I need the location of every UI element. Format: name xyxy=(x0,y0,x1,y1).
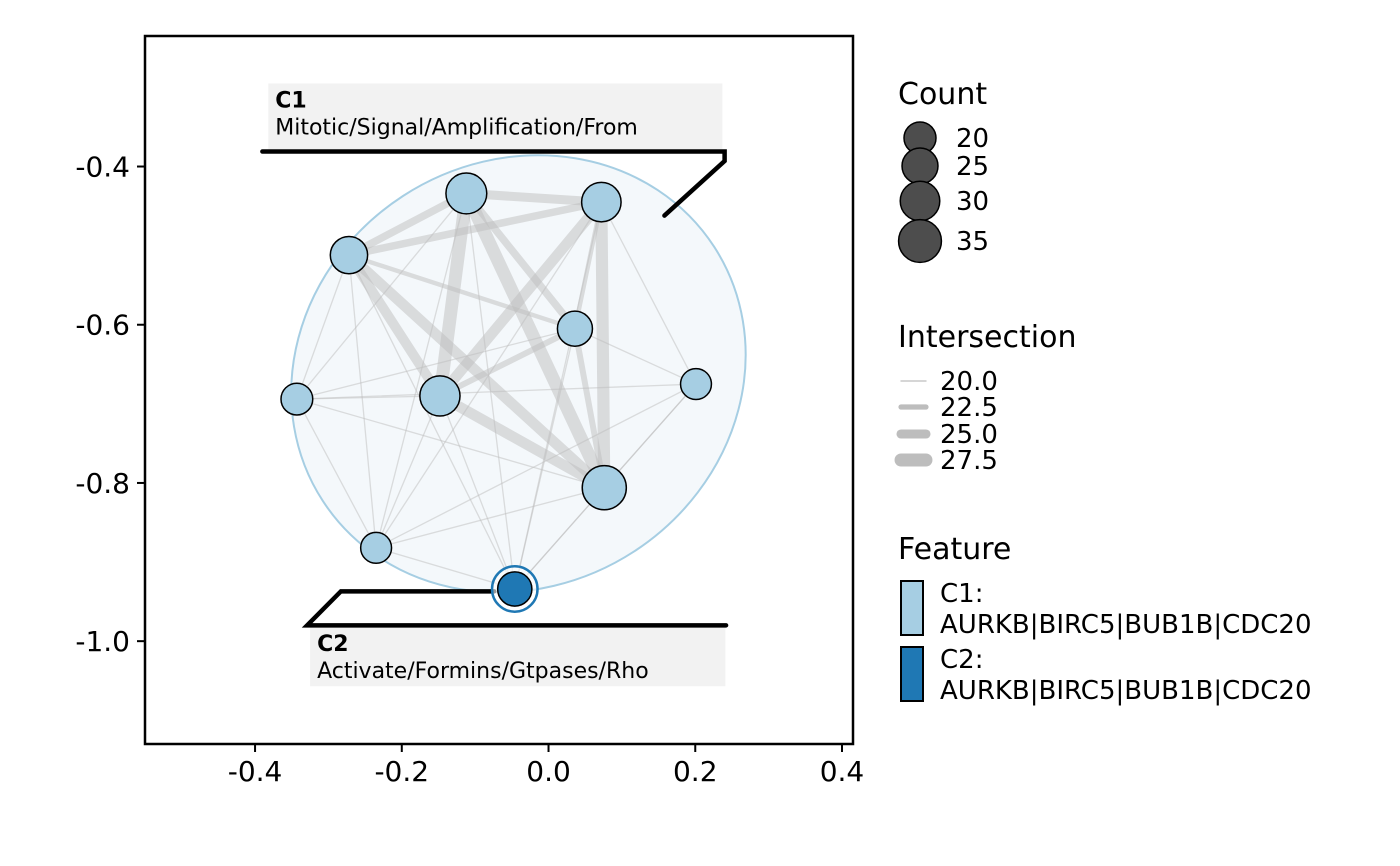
legend-feature-label: C2: xyxy=(940,645,983,675)
network-edge xyxy=(461,188,606,207)
legend-feature-swatch xyxy=(900,580,924,636)
legend-count-symbol xyxy=(897,218,943,264)
network-node xyxy=(280,382,314,416)
network-edge xyxy=(459,186,611,495)
network-edge xyxy=(296,328,576,400)
callout-leader-c1 xyxy=(260,149,727,218)
network-edge xyxy=(296,192,468,400)
axis-layer: -0.4 -0.2 0.0 0.2 0.4 -0.4 -0.6 -0.8 -1.0 xyxy=(75,151,864,788)
network-node xyxy=(419,375,461,417)
network-edge xyxy=(296,383,697,400)
network-node xyxy=(581,464,628,511)
cluster-c1-hull xyxy=(290,154,747,594)
network-edge xyxy=(375,395,441,549)
legend-feature-label: AURKB|BIRC5|BUB1B|CDC20 xyxy=(940,676,1312,706)
legend-feature-label: C1: xyxy=(940,579,983,609)
network-edge xyxy=(600,201,697,385)
edge-layer xyxy=(296,186,697,590)
network-edge xyxy=(571,325,608,491)
plot-border xyxy=(143,34,855,746)
network-node xyxy=(679,367,713,401)
network-edge xyxy=(296,398,377,549)
legend-intersection-title: Intersection xyxy=(898,320,1076,355)
x-tick-label: -0.4 xyxy=(228,755,283,788)
network-edge xyxy=(462,189,579,333)
legend-feature-swatch xyxy=(900,646,924,702)
x-tick-label: 0.0 xyxy=(526,755,571,788)
callout-title-c2: C2 xyxy=(317,632,348,657)
network-node xyxy=(445,172,488,215)
network-edge xyxy=(436,325,578,399)
legend-feature-title: Feature xyxy=(898,532,1011,567)
legend-count-symbol xyxy=(901,147,939,185)
network-edge xyxy=(345,189,471,259)
network-edge xyxy=(375,487,605,549)
network-edge xyxy=(375,201,602,549)
callout-box-c2 xyxy=(310,626,726,687)
network-edge xyxy=(343,249,610,493)
network-node xyxy=(580,181,622,223)
legend-feature-label: AURKB|BIRC5|BUB1B|CDC20 xyxy=(940,610,1312,640)
x-tick-label: 0.2 xyxy=(673,755,718,788)
callout-leader-c2 xyxy=(301,589,729,628)
legend-count-symbol xyxy=(899,180,941,222)
network-edge xyxy=(296,254,350,400)
callout-box-c1 xyxy=(268,83,723,150)
callout-title-c1: C1 xyxy=(275,88,306,113)
cluster-hull-layer xyxy=(290,154,747,594)
legend-intersection-label: 20.0 xyxy=(940,367,998,397)
network-edge xyxy=(345,198,606,259)
callout-subtitle-c2: Activate/Formins/Gtpases/Rho xyxy=(317,659,649,684)
network-edge xyxy=(348,254,377,549)
network-node xyxy=(496,571,533,607)
network-edge xyxy=(574,328,697,385)
legend-count-label: 20 xyxy=(956,124,989,154)
legend-count-label: 25 xyxy=(956,152,989,182)
legend-intersection-label: 25.0 xyxy=(940,420,998,450)
network-edge xyxy=(375,383,697,549)
y-tick-label: -0.4 xyxy=(75,151,130,184)
network-edge xyxy=(348,254,516,590)
network-edge xyxy=(439,395,516,590)
legend-count-label: 35 xyxy=(956,227,989,257)
network-edge xyxy=(595,196,611,494)
y-tick-label: -0.8 xyxy=(75,467,130,500)
network-node xyxy=(556,310,594,347)
y-tick-label: -0.6 xyxy=(75,309,130,342)
network-edge xyxy=(375,547,516,590)
y-tick-label: -1.0 xyxy=(75,625,130,658)
callout-subtitle-c1: Mitotic/Signal/Amplification/From xyxy=(275,115,638,140)
network-edge xyxy=(514,328,576,590)
network-edge xyxy=(434,390,610,493)
legend-intersection-label: 22.5 xyxy=(940,393,998,423)
network-node xyxy=(359,531,393,565)
legend-count-title: Count xyxy=(898,77,987,112)
x-tick-label: 0.4 xyxy=(820,755,865,788)
network-edge xyxy=(296,398,605,489)
network-edge xyxy=(344,250,445,401)
x-tick-label: -0.2 xyxy=(374,755,429,788)
network-node xyxy=(329,235,369,275)
legend-intersection-label: 27.5 xyxy=(940,446,998,476)
network-edge xyxy=(346,252,578,331)
node-layer xyxy=(280,172,713,613)
legend-count-label: 30 xyxy=(956,187,989,217)
